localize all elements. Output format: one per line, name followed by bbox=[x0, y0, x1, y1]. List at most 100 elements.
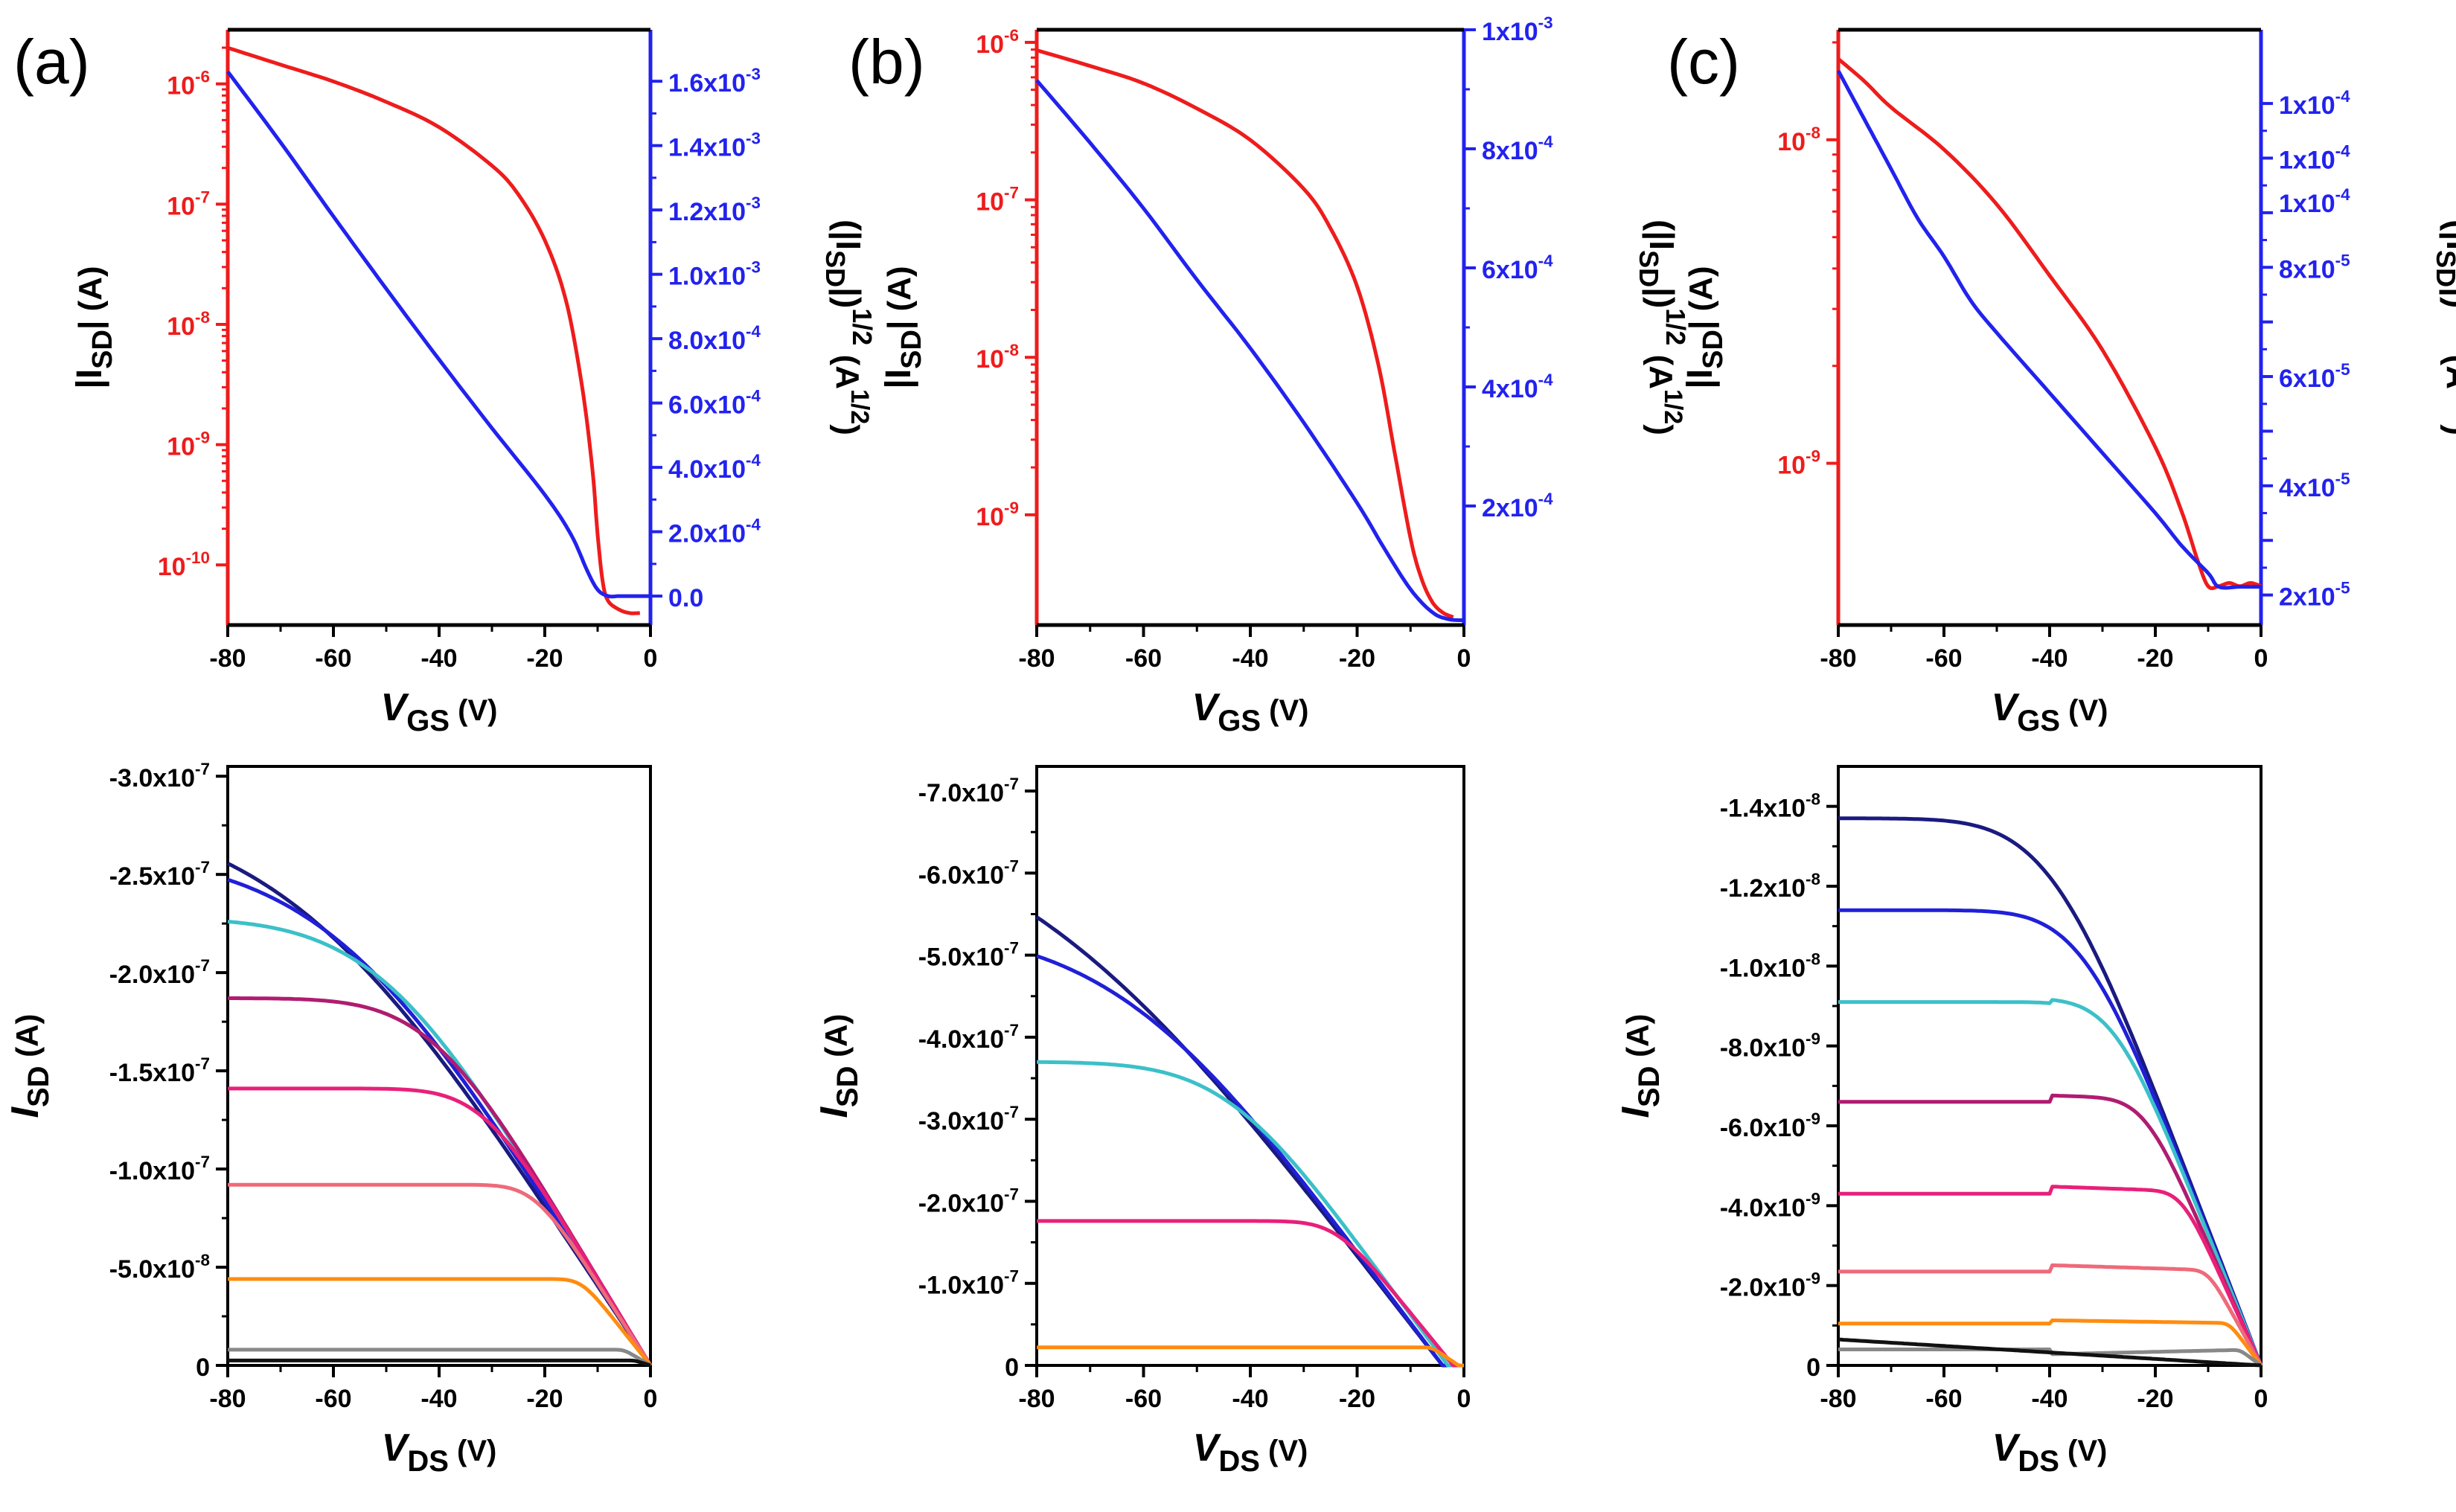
a-transfer-ysqrt-label-4-exp: -4 bbox=[746, 322, 761, 341]
a-transfer-ysqrt-label-0: 0.0 bbox=[668, 584, 703, 612]
b-output-ytick-label-6-base: -6.0x10 bbox=[918, 861, 1004, 889]
a-output-ytick-label-5-exp: -7 bbox=[195, 858, 210, 877]
a-transfer-ylog-label-1: 10-7 bbox=[167, 188, 210, 220]
a-output-xlabel-main: V bbox=[382, 1426, 411, 1470]
b-transfer-ysqrt-label-2-base: 6x10 bbox=[1482, 256, 1538, 284]
c-output-frame bbox=[1837, 765, 2262, 1367]
c-output-ytick-label-2-base: -4.0x10 bbox=[1720, 1194, 1806, 1222]
a-output-xtick-label-1: -60 bbox=[315, 1385, 351, 1413]
c-transfer-ysqrt-extra-1-exp: -4 bbox=[2335, 141, 2350, 160]
a-transfer-ylabel-right-unit: (A bbox=[829, 345, 866, 389]
c-transfer-ysqrt-extra-0: 1x10-4 bbox=[2279, 185, 2350, 218]
c-output-xlabel-unit: (V) bbox=[2059, 1435, 2107, 1467]
a-transfer-ylog-label-4-base: 10 bbox=[158, 553, 186, 581]
c-output-ytick-label-1-exp: -9 bbox=[1806, 1269, 1820, 1288]
c-output-ytick-label-4-exp: -9 bbox=[1806, 1030, 1820, 1048]
c-transfer-ylabel-right-sub: SD bbox=[2431, 250, 2456, 287]
b-transfer-ysqrt-label-4-base: 1x10 bbox=[1482, 18, 1538, 46]
c-transfer-ylabel-left: |ISD| (A) bbox=[1680, 266, 1729, 388]
a-transfer-ysqrt-label-7-base: 1.4x10 bbox=[668, 134, 746, 162]
a-transfer-ysqrt-label-4: 8.0x10-4 bbox=[668, 322, 761, 355]
b-transfer-ysqrt-label-1: 4x10-4 bbox=[1482, 371, 1553, 403]
b-output-ylabel-main: I bbox=[813, 1106, 856, 1118]
a-transfer-ysqrt-label-1-exp: -4 bbox=[746, 516, 761, 534]
a-transfer-ylog-label-3-exp: -9 bbox=[195, 429, 210, 447]
a-output-ytick-label-6: -3.0x10-7 bbox=[109, 760, 210, 792]
a-transfer-ylog-label-3-base: 10 bbox=[167, 433, 195, 461]
a-transfer-ysqrt-label-7-exp: -3 bbox=[746, 129, 761, 148]
a-transfer-ylog-label-1-base: 10 bbox=[167, 192, 195, 220]
a-output-ylabel-sub: SD bbox=[22, 1066, 55, 1107]
b-output-ytick-label-5-base: -5.0x10 bbox=[918, 944, 1004, 972]
a-output-ylabel-unit: (A) bbox=[10, 1013, 45, 1066]
b-output-xlabel-unit: (V) bbox=[1260, 1435, 1308, 1467]
b-transfer-series-sqrt bbox=[1035, 79, 1465, 623]
a-output-ytick-label-2: -1.0x10-7 bbox=[109, 1153, 210, 1185]
a-output-ytick-label-6-base: -3.0x10 bbox=[109, 764, 195, 792]
b-output-xlabel-main: V bbox=[1193, 1426, 1222, 1470]
c-transfer-ylabel-right-pre: (|I bbox=[2440, 220, 2456, 250]
b-output-xtick-label-0: -80 bbox=[1018, 1385, 1055, 1413]
a-transfer-series-log bbox=[227, 45, 642, 615]
b-transfer-ysqrt-label-3-base: 8x10 bbox=[1482, 137, 1538, 165]
a-transfer-ylog-label-2: 10-8 bbox=[167, 308, 210, 341]
c-output-ylabel-sub: SD bbox=[1633, 1066, 1666, 1107]
a-output-ytick-label-1-base: -5.0x10 bbox=[109, 1255, 195, 1284]
b-transfer-ylog-label-2: 10-8 bbox=[976, 341, 1019, 374]
b-transfer-ysqrt-label-1-exp: -4 bbox=[1538, 371, 1553, 389]
c-transfer-ysqrt-label-4-exp: -5 bbox=[2335, 360, 2350, 379]
c-transfer-ysqrt-label-8: 1x10-4 bbox=[2279, 141, 2350, 174]
panel-label-a: (a) bbox=[13, 27, 90, 97]
c-transfer-xtick-label-3: -20 bbox=[2137, 644, 2173, 673]
a-output-xtick-label-0: -80 bbox=[209, 1385, 246, 1413]
a-output-series-4 bbox=[228, 1086, 653, 1367]
a-output-ytick-label-2-base: -1.0x10 bbox=[109, 1157, 195, 1185]
c-transfer-ysqrt-label-4: 6x10-5 bbox=[2279, 360, 2350, 393]
b-output-xlabel-sub: DS bbox=[1218, 1445, 1260, 1478]
a-transfer-ysqrt-label-3-exp: -4 bbox=[746, 387, 761, 406]
a-transfer-ysqrt-label-2-exp: -4 bbox=[746, 451, 761, 470]
chart-a-transfer: 10-610-710-810-910-100.02.0x10-44.0x10-4… bbox=[70, 28, 877, 737]
c-output-ytick-label-1: -2.0x10-9 bbox=[1720, 1269, 1820, 1302]
b-transfer-ysqrt-label-1-base: 4x10 bbox=[1482, 375, 1538, 403]
c-transfer-ylabel-left-post: | (A) bbox=[1683, 266, 1720, 330]
b-transfer-xlabel-main: V bbox=[1192, 686, 1221, 729]
a-transfer-ysqrt-label-5-exp: -3 bbox=[746, 258, 761, 277]
c-output-ytick-label-7-exp: -8 bbox=[1806, 790, 1820, 809]
b-transfer-ysqrt-label-3: 8x10-4 bbox=[1482, 132, 1553, 165]
b-output-ytick-label-4-base: -4.0x10 bbox=[918, 1025, 1004, 1054]
c-transfer-ysqrt-label-2: 4x10-5 bbox=[2279, 470, 2350, 502]
a-transfer-xlabel: VGS (V) bbox=[381, 686, 498, 737]
b-output-ytick-label-2: -2.0x10-7 bbox=[918, 1185, 1019, 1217]
b-output-ylabel-sub: SD bbox=[831, 1066, 864, 1107]
b-transfer-ysqrt-label-0: 2x10-4 bbox=[1482, 490, 1553, 522]
b-output-ylabel: ISD (A) bbox=[813, 1013, 864, 1118]
c-transfer-ylabel-left-pre: |I bbox=[1680, 369, 1720, 389]
a-output-ytick-label-5-base: -2.5x10 bbox=[109, 862, 195, 891]
c-output-ytick-label-7: -1.4x10-8 bbox=[1720, 790, 1820, 823]
b-transfer-ylabel-right-sub: SD bbox=[1634, 250, 1664, 287]
a-transfer-ylabel-left: |ISD| (A) bbox=[70, 266, 118, 388]
b-output-ytick-label-1: -1.0x10-7 bbox=[918, 1267, 1019, 1300]
c-transfer-series-sqrt bbox=[1836, 69, 2262, 590]
a-output-series-6 bbox=[228, 1277, 652, 1367]
a-transfer-ysqrt-label-8-base: 1.6x10 bbox=[668, 69, 746, 97]
a-transfer-xlabel-unit: (V) bbox=[450, 694, 497, 727]
a-transfer-ysqrt-label-1: 2.0x10-4 bbox=[668, 516, 761, 548]
a-output-series-7 bbox=[228, 1348, 652, 1368]
a-output-frame bbox=[226, 765, 652, 1367]
a-output-ytick-label-0-base: 0 bbox=[196, 1354, 210, 1382]
c-transfer-ylabel-right-unit: (A bbox=[2440, 345, 2456, 389]
a-transfer-ylabel-right-pre: (|I bbox=[829, 220, 868, 250]
c-transfer-ysqrt-extra-0-exp: -4 bbox=[2335, 185, 2350, 204]
c-transfer-ylabel-right: (|ISD|)1/2 (A1/2) bbox=[2431, 220, 2456, 435]
c-transfer-ylog-label-0-exp: -8 bbox=[1806, 124, 1820, 142]
b-output-xtick-label-3: -20 bbox=[1339, 1385, 1375, 1413]
c-output-ytick-label-5-base: -1.0x10 bbox=[1720, 954, 1806, 982]
c-transfer-xlabel-unit: (V) bbox=[2060, 694, 2108, 727]
a-transfer-series-sqrt bbox=[226, 70, 652, 599]
a-transfer-ylog-label-0-base: 10 bbox=[167, 72, 195, 100]
c-output-ylabel-main: I bbox=[1614, 1106, 1657, 1118]
a-output-ytick-label-3-exp: -7 bbox=[195, 1054, 210, 1073]
c-output-ytick-label-2: -4.0x10-9 bbox=[1720, 1189, 1820, 1222]
